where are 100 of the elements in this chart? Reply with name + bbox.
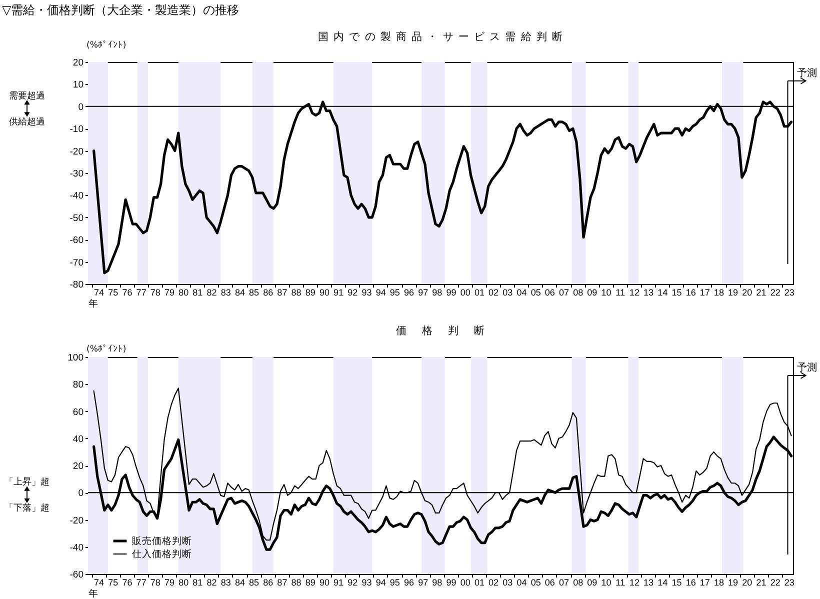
- x-tick-label: 05: [530, 578, 541, 588]
- x-tick-label: 97: [418, 288, 428, 298]
- legend-label: 販売価格判断: [132, 535, 192, 547]
- x-tick-label: 98: [432, 288, 442, 298]
- text: 「上昇」超: [4, 476, 50, 488]
- x-tick-label: 20: [742, 288, 752, 298]
- x-tick-label: 75: [108, 288, 118, 298]
- x-tick-label: 94: [376, 578, 386, 588]
- x-tick-label: 77: [136, 288, 146, 298]
- y-tick-label: 60: [72, 406, 84, 418]
- x-tick-label: 22: [770, 288, 780, 298]
- x-tick-label: 98: [432, 578, 442, 588]
- y-tick-label: 10: [72, 80, 84, 91]
- y-tick-label: -60: [70, 570, 84, 580]
- x-tick-label: 74: [94, 578, 104, 588]
- x-tick-label: 93: [362, 288, 372, 298]
- x-tick-label: 13: [644, 288, 654, 298]
- x-tick-label: 81: [192, 578, 203, 588]
- x-tick-label: 08: [573, 578, 584, 588]
- x-tick-label: 99: [446, 288, 456, 298]
- x-tick-label: 79: [164, 578, 174, 588]
- x-tick-label: 14: [658, 288, 668, 298]
- y-tick-label: -40: [70, 190, 84, 202]
- ref-line-label: 予測: [796, 66, 817, 79]
- y-tick-label: 40: [72, 434, 84, 445]
- x-tick-label: 89: [305, 578, 316, 588]
- x-tick-label: 80: [178, 578, 189, 588]
- x-tick-label: 84: [234, 578, 245, 588]
- x-tick-label: 76: [122, 288, 132, 298]
- x-tick-label: 06: [544, 288, 555, 298]
- x-tick-label: 23: [784, 288, 794, 298]
- x-tick-label: 87: [277, 288, 288, 298]
- chart-title: ▽需給・価格判断（大企業・製造業）の推移: [2, 3, 240, 18]
- x-tick-label: 21: [756, 288, 766, 298]
- x-tick-label: 05: [530, 288, 541, 298]
- y-tick-label: -40: [70, 542, 84, 554]
- x-tick-label: 20: [742, 578, 752, 588]
- x-tick-label: 00: [460, 578, 470, 588]
- x-tick-label: 78: [150, 578, 160, 588]
- y-tick-label: 0: [78, 102, 84, 113]
- x-axis-title: 年: [88, 588, 98, 599]
- text: 需要超過: [9, 90, 45, 102]
- x-tick-label: 02: [488, 288, 499, 298]
- y-tick-label: -10: [70, 124, 84, 136]
- ref-line-label: 予測: [796, 361, 817, 374]
- x-tick-label: 18: [714, 288, 724, 298]
- x-tick-label: 88: [291, 578, 302, 588]
- y-tick-label: -20: [70, 146, 84, 158]
- x-tick-label: 09: [587, 288, 598, 298]
- y-tick-label: 100: [68, 352, 84, 364]
- x-tick-label: 17: [700, 288, 710, 298]
- x-tick-label: 11: [616, 578, 626, 588]
- x-tick-label: 17: [700, 578, 710, 588]
- x-tick-label: 19: [728, 578, 738, 588]
- x-tick-label: 03: [502, 288, 513, 298]
- x-tick-label: 87: [277, 578, 288, 588]
- x-tick-label: 12: [629, 578, 640, 588]
- x-tick-label: 81: [192, 288, 203, 298]
- x-tick-label: 76: [122, 578, 132, 588]
- chart-title: 価格判断: [395, 325, 500, 337]
- y-tick-label: 80: [72, 380, 84, 391]
- y-tick-label: -60: [70, 235, 84, 246]
- y-tick-label: -20: [70, 515, 84, 526]
- x-tick-label: 83: [220, 578, 231, 588]
- y-tick-label: 20: [72, 58, 84, 68]
- y-tick-label: 20: [72, 461, 84, 472]
- x-tick-label: 10: [601, 578, 612, 588]
- x-tick-label: 95: [390, 288, 400, 298]
- x-tick-label: 12: [629, 288, 640, 298]
- x-tick-label: 22: [770, 578, 780, 588]
- x-tick-label: 85: [249, 578, 260, 588]
- x-tick-label: 16: [686, 288, 696, 298]
- x-tick-label: 77: [136, 578, 146, 588]
- text: 供給超過: [9, 116, 45, 128]
- x-tick-label: 18: [714, 578, 724, 588]
- y-tick-label: -80: [70, 280, 84, 290]
- x-tick-label: 14: [658, 578, 668, 588]
- x-tick-label: 96: [404, 578, 414, 588]
- x-tick-label: 06: [544, 578, 555, 588]
- x-tick-label: 94: [376, 288, 386, 298]
- x-tick-label: 95: [390, 578, 400, 588]
- x-tick-label: 90: [319, 578, 330, 588]
- x-tick-label: 03: [502, 578, 513, 588]
- x-tick-label: 80: [178, 288, 189, 298]
- x-axis-title: 年: [88, 298, 98, 310]
- x-tick-label: 85: [249, 288, 260, 298]
- y-tick-label: 0: [78, 488, 84, 500]
- x-tick-label: 84: [234, 288, 245, 298]
- x-tick-label: 83: [220, 288, 231, 298]
- x-tick-label: 74: [94, 288, 104, 298]
- x-tick-label: 07: [558, 578, 569, 588]
- x-tick-label: 23: [784, 578, 794, 588]
- chart-subtitle: 国内での製商品・サービス需給判断: [316, 31, 568, 43]
- x-tick-label: 79: [164, 288, 174, 298]
- x-tick-label: 09: [587, 578, 598, 588]
- x-tick-label: 21: [756, 578, 766, 588]
- y-tick-label: -50: [70, 212, 84, 224]
- x-tick-label: 93: [362, 578, 372, 588]
- x-tick-label: 78: [150, 288, 160, 298]
- x-tick-label: 00: [460, 288, 470, 298]
